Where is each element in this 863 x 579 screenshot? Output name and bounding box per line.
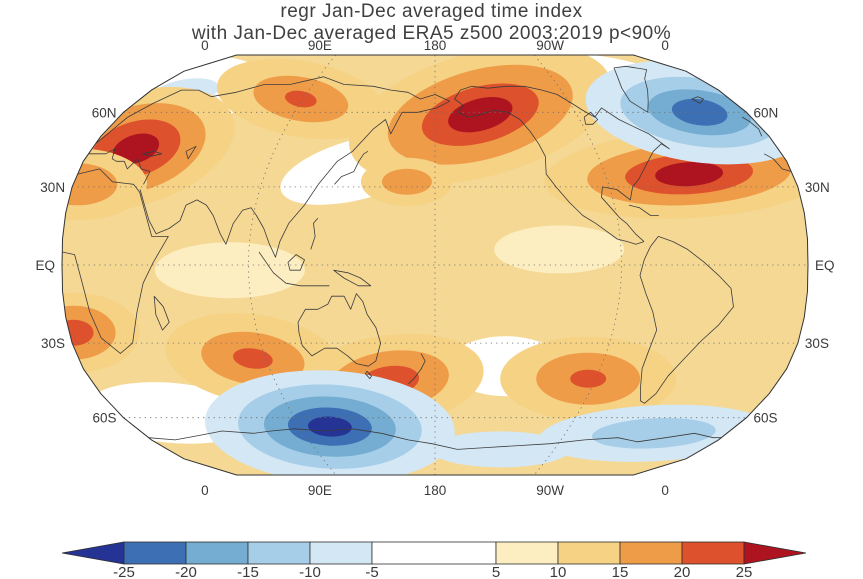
coastline-united-kingdom [741,116,763,137]
coastline-australia [297,293,381,367]
colorbar: -25 -20 -15 -10 -5 5 10 15 20 25 [61,541,807,579]
anomaly-indian-ocean-cream [154,242,305,299]
coastline-hudson-bay [583,111,599,125]
coastline-borneo [287,254,305,271]
lon-label-top: 0 [201,38,209,53]
lon-label-bottom: 0 [201,483,209,498]
figure-subtitle: with Jan-Dec averaged ERA5 z500 2003:201… [191,23,672,44]
colorbar-tick-label: -10 [299,564,321,579]
colorbar-segment [371,541,497,565]
coastline-greenland [613,65,649,113]
coastline-iberia [764,153,792,172]
coastline-sumatra-java [258,251,330,287]
coastline-japan [334,150,369,185]
colorbar-tick-label: 15 [612,564,629,579]
graticule [62,55,808,475]
longitude-line [533,55,622,475]
colorbar-tick-label: 20 [674,564,691,579]
coastline-new-zealand [408,353,426,384]
coastline-antarctica [148,428,722,450]
anomaly-east-pacific-cream [494,225,625,274]
contour-ring [430,431,571,468]
anomaly-southeast-pacific-high [500,336,677,421]
coastline-eurasia-east-south [139,100,451,258]
lat-label-left: 30N [40,180,65,195]
colorbar-segment [309,541,373,565]
coastline-south-america [639,236,734,404]
contour-ring [381,168,432,195]
colorbar-tick-label: -25 [113,564,135,579]
coastline-black-sea [142,150,163,157]
contour-ring [233,348,273,369]
contour-ring [570,369,607,388]
coastline-philippines [310,217,319,250]
coastline-iceland [691,96,704,104]
colorbar-segment [619,541,683,565]
contour-ring [154,242,305,299]
coastlines [62,65,792,450]
contour-ring [671,98,728,126]
coastline-caspian-sea [185,145,197,160]
lat-label-right: 60N [753,105,778,120]
coastline-eurasia-north [95,76,451,145]
contour-ring [494,225,625,274]
coastline-north-america-east [454,85,670,242]
colorbar-arrow-left [61,541,125,565]
contour-ring [655,161,724,187]
colorbar-segment [557,541,621,565]
lat-label-left: 60S [93,411,117,426]
axis-labels: 60N 60N 30N 30N EQ EQ 30S 30S 60S 60S 0 0 90E 90E 180 1… [35,38,834,498]
anomaly-field [62,55,808,475]
colorbar-tick-label: 25 [736,564,753,579]
lon-label-top: 90W [536,38,564,53]
lon-label-bottom: 0 [661,483,669,498]
anomaly-siberia-high [216,58,385,140]
lat-label-right: 30N [805,180,830,195]
contour-ring [284,90,317,108]
map-outline [61,54,809,476]
colorbar-tick-label: -20 [175,564,197,579]
contour-ring [307,416,352,437]
lat-label-right: 30S [805,336,829,351]
lat-label-right: EQ [815,258,835,273]
colorbar-tick-label: -5 [365,564,378,579]
coastline-tasmania [365,370,372,380]
lon-label-top: 180 [424,38,447,53]
lon-label-bottom: 90W [536,483,564,498]
lat-label-left: 30S [41,336,65,351]
lat-label-left: EQ [35,258,55,273]
figure-title: regr Jan-Dec averaged time index [280,1,583,22]
coastline-cuba-antilles [628,204,659,216]
anomaly-east-antarctica-low [205,370,455,475]
longitude-line [248,55,337,475]
anomaly-ross-pale-low [430,431,571,468]
colorbar-segment [185,541,249,565]
colorbar-segment [247,541,311,565]
contour-ring [112,133,160,165]
lon-label-bottom: 180 [424,483,447,498]
coastline-europe-south [88,148,151,185]
colorbar-tick-label: 5 [492,564,500,579]
anomaly-south-atlantic-edge-high [62,292,140,373]
anomaly-north-africa-edge-high [62,148,148,221]
anomaly-west-pacific-spot-high [360,157,453,206]
lon-label-bottom: 90E [308,483,332,498]
coastline-madagascar [153,295,170,331]
colorbar-segment [681,541,745,565]
coastline-north-america-west [454,98,645,245]
coastline-africa [62,168,169,354]
colorbar-arrow-right [743,541,807,565]
coastline-new-guinea [333,269,372,287]
lon-label-top: 90E [308,38,332,53]
lon-label-top: 0 [661,38,669,53]
lat-label-left: 60N [92,105,117,120]
contour-ring [591,417,716,449]
colorbar-segment [495,541,559,565]
contour-ring [62,163,118,206]
lat-label-right: 60S [753,411,777,426]
colorbar-tick-label: -15 [237,564,259,579]
colorbar-tick-label: 10 [550,564,567,579]
colorbar-segment [123,541,187,565]
